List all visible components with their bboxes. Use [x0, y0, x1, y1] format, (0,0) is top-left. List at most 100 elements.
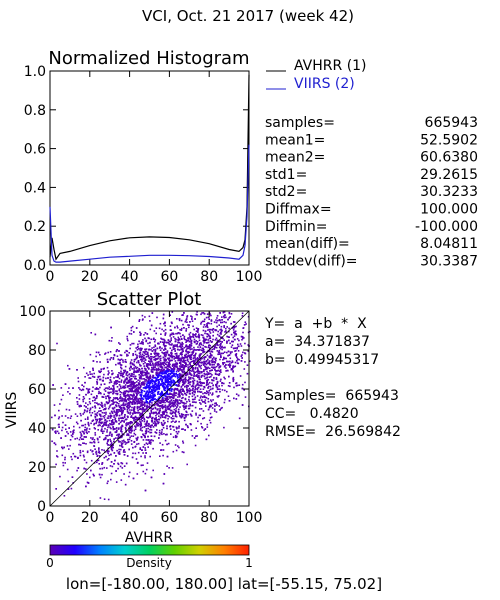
scatter-point	[52, 384, 54, 386]
scatter-point	[156, 358, 158, 360]
scatter-point	[147, 427, 149, 430]
scatter-point	[171, 322, 173, 325]
scatter-point	[158, 356, 160, 358]
scatter-point	[176, 387, 179, 390]
scatter-point	[211, 407, 214, 409]
scatter-point	[127, 391, 130, 393]
scatter-point	[180, 416, 183, 419]
scatter-point	[158, 402, 160, 404]
scatter-point	[176, 367, 179, 370]
scatter-point	[202, 344, 204, 347]
scatter-point	[130, 333, 133, 335]
scatter-point	[184, 406, 187, 409]
scatter-point	[112, 398, 114, 401]
scatter-point	[177, 356, 179, 358]
scatter-point	[185, 319, 187, 321]
scatter-point	[160, 432, 162, 435]
scatter-point	[178, 355, 180, 357]
scatter-point	[120, 462, 122, 464]
scatter-point	[127, 398, 129, 400]
scatter-point	[212, 338, 214, 341]
scatter-point	[219, 331, 222, 334]
scatter-point	[169, 333, 172, 336]
scatter-point	[88, 409, 91, 412]
scatter-point	[124, 443, 127, 445]
scatter-point	[78, 398, 81, 400]
scatter-point	[83, 432, 85, 435]
scatter-point	[224, 389, 226, 392]
scatter-point	[137, 442, 140, 445]
scatter-point	[141, 426, 144, 429]
scatter-point	[82, 400, 85, 403]
scatter-point	[108, 454, 110, 457]
scatter-point	[164, 397, 166, 400]
scatter-point	[101, 396, 104, 398]
scatter-point	[209, 363, 211, 366]
scatter-point	[159, 393, 161, 396]
scatter-point	[158, 386, 160, 388]
scatter-point	[132, 398, 135, 401]
scatter-point	[232, 371, 234, 373]
scatter-point	[145, 468, 148, 471]
scatter-point	[184, 356, 186, 359]
scatter-point	[106, 482, 109, 485]
scatter-point	[235, 355, 237, 357]
scatter-point	[192, 360, 194, 363]
scatter-point	[104, 390, 107, 392]
scatter-point	[193, 348, 196, 351]
scatter-point	[141, 360, 143, 363]
scatter-point	[241, 404, 244, 406]
scatter-point	[200, 408, 203, 410]
scatter-point	[158, 375, 160, 377]
scatter-point	[177, 411, 180, 413]
scatter-point	[102, 380, 104, 382]
scatter-point	[199, 346, 202, 348]
scatter-point	[193, 373, 196, 376]
scatter-point	[155, 371, 157, 374]
scatter-point	[108, 434, 111, 436]
scatter-point	[210, 405, 212, 408]
scatter-point	[210, 416, 213, 418]
scatter-point	[162, 412, 164, 414]
scatter-point	[221, 316, 223, 318]
scatter-point	[148, 378, 150, 381]
scatter-point	[51, 416, 53, 419]
scatter-point	[145, 365, 148, 367]
scatter-point	[150, 395, 153, 397]
scatter-point	[194, 354, 196, 356]
scatter-point	[97, 424, 99, 427]
scatter-point	[92, 386, 94, 389]
scatter-point	[71, 458, 73, 461]
scatter-point	[205, 326, 207, 328]
scatter-point	[217, 351, 220, 353]
scatter-point	[117, 374, 119, 376]
scatter-point	[231, 351, 233, 353]
scatter-point	[105, 423, 107, 425]
scatter-point	[163, 338, 165, 341]
scatter-point	[94, 405, 96, 407]
scatter-point	[235, 398, 238, 400]
scatter-point	[103, 388, 106, 391]
scatter-point	[191, 318, 193, 320]
scatter-point	[97, 451, 100, 454]
scatter-point	[151, 350, 154, 352]
scatter-point	[109, 351, 112, 353]
scatter-point	[208, 344, 210, 347]
scatter-point	[125, 390, 128, 392]
scatter-point	[117, 462, 119, 465]
scatter-point	[119, 374, 122, 377]
scatter-point	[129, 375, 132, 377]
scatter-point	[178, 413, 181, 415]
scatter-point	[140, 400, 142, 402]
scatter-point	[138, 411, 140, 414]
scatter-point	[121, 410, 123, 413]
scatter-point	[163, 386, 165, 389]
scatter-point	[128, 434, 130, 437]
scatter-point	[108, 391, 111, 394]
scatter-point	[120, 442, 123, 444]
scatter-point	[86, 407, 89, 410]
scatter-point	[177, 339, 179, 342]
scatter-point	[83, 459, 86, 461]
scatter-point	[103, 449, 105, 452]
scatter-point	[200, 313, 202, 316]
